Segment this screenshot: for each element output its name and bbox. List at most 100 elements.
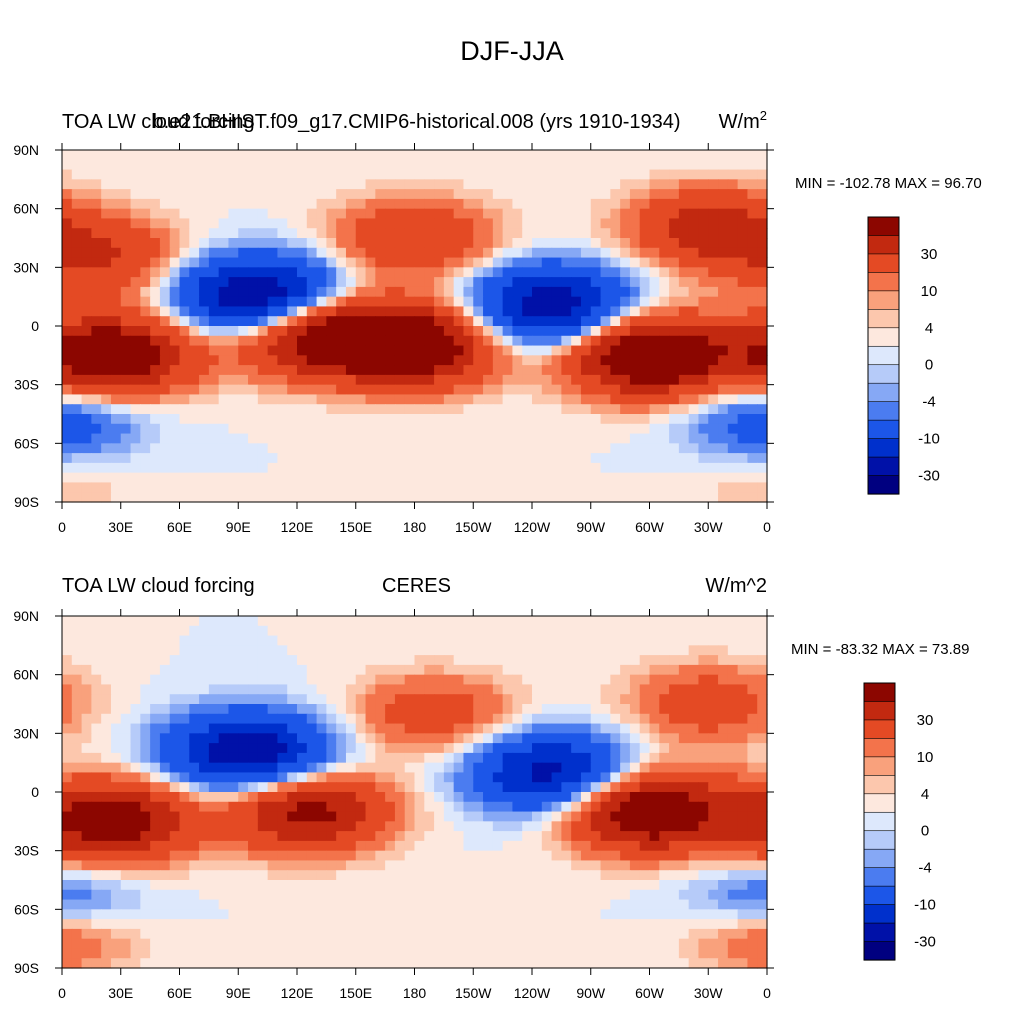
field-cell (424, 336, 434, 346)
field-cell (140, 782, 150, 792)
field-cell (395, 170, 405, 180)
field-cell (503, 170, 513, 180)
field-cell (72, 199, 82, 209)
field-cell (552, 287, 562, 297)
field-cell (512, 297, 522, 307)
field-cell (591, 287, 601, 297)
field-cell (610, 326, 620, 336)
field-cell (434, 802, 444, 812)
field-cell (346, 394, 356, 404)
field-cell (532, 851, 542, 861)
field-cell (307, 189, 317, 199)
field-cell (669, 724, 679, 734)
field-cell (473, 424, 483, 434)
field-cell (209, 277, 219, 287)
field-cell (473, 218, 483, 228)
field-cell (287, 209, 297, 219)
field-cell (630, 714, 640, 724)
field-cell (268, 160, 278, 170)
field-cell (336, 684, 346, 694)
field-cell (679, 228, 689, 238)
field-cell (473, 473, 483, 483)
field-cell (669, 733, 679, 743)
field-cell (708, 626, 718, 636)
field-cell (228, 160, 238, 170)
field-cell (601, 616, 611, 626)
field-cell (689, 860, 699, 870)
field-cell (493, 326, 503, 336)
field-cell (669, 675, 679, 685)
field-cell (395, 684, 405, 694)
field-cell (650, 355, 660, 365)
field-cell (571, 900, 581, 910)
field-cell (307, 743, 317, 753)
field-cell (228, 704, 238, 714)
field-cell (630, 782, 640, 792)
field-cell (728, 463, 738, 473)
field-cell (111, 414, 121, 424)
field-cell (512, 326, 522, 336)
field-cell (101, 287, 111, 297)
field-cell (581, 277, 591, 287)
field-cell (620, 841, 630, 851)
field-cell (101, 434, 111, 444)
field-cell (640, 170, 650, 180)
field-cell (219, 150, 229, 160)
field-cell (307, 316, 317, 326)
field-cell (209, 179, 219, 189)
field-cell (101, 394, 111, 404)
field-cell (91, 170, 101, 180)
field-cell (493, 189, 503, 199)
field-cell (718, 453, 728, 463)
field-cell (219, 209, 229, 219)
field-cell (463, 355, 473, 365)
field-cell (454, 385, 464, 395)
field-cell (307, 404, 317, 414)
field-cell (747, 704, 757, 714)
field-cell (366, 375, 376, 385)
field-cell (209, 831, 219, 841)
field-cell (395, 704, 405, 714)
field-cell (62, 694, 72, 704)
field-cell (512, 414, 522, 424)
field-cell (424, 851, 434, 861)
field-cell (650, 258, 660, 268)
field-cell (248, 851, 258, 861)
field-cell (140, 179, 150, 189)
field-cell (552, 743, 562, 753)
field-cell (375, 870, 385, 880)
field-cell (326, 782, 336, 792)
field-cell (170, 287, 180, 297)
field-cell (650, 821, 660, 831)
field-cell (385, 355, 395, 365)
field-cell (150, 733, 160, 743)
field-cell (268, 860, 278, 870)
field-cell (669, 248, 679, 258)
field-cell (689, 326, 699, 336)
field-cell (669, 443, 679, 453)
field-cell (228, 880, 238, 890)
field-cell (561, 287, 571, 297)
field-cell (728, 326, 738, 336)
field-cell (248, 355, 258, 365)
field-cell (170, 160, 180, 170)
field-cell (415, 665, 425, 675)
field-cell (326, 645, 336, 655)
field-cell (238, 336, 248, 346)
field-cell (620, 812, 630, 822)
field-cell (620, 218, 630, 228)
field-cell (679, 655, 689, 665)
field-cell (101, 346, 111, 356)
field-cell (111, 443, 121, 453)
field-cell (199, 179, 209, 189)
field-cell (601, 694, 611, 704)
field-cell (483, 443, 493, 453)
field-cell (170, 473, 180, 483)
field-cell (62, 424, 72, 434)
field-cell (532, 753, 542, 763)
field-cell (238, 841, 248, 851)
field-cell (160, 919, 170, 929)
field-cell (738, 306, 748, 316)
field-cell (698, 189, 708, 199)
field-cell (424, 636, 434, 646)
